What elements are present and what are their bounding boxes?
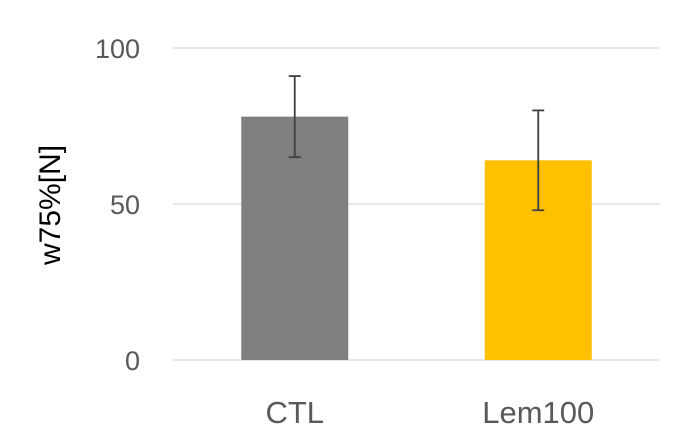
y-tick-label: 50: [110, 190, 140, 220]
x-axis-categories: CTL Lem100: [265, 395, 594, 430]
x-category-label: CTL: [265, 395, 324, 430]
error-bar-lem100: [532, 109, 545, 212]
error-bar-ctl: [288, 75, 301, 159]
y-tick-label: 100: [95, 34, 140, 64]
error-bars: [288, 75, 545, 212]
y-tick-label: 0: [125, 346, 140, 376]
x-category-label: Lem100: [482, 395, 594, 430]
y-axis-title: w75%[N]: [34, 145, 67, 266]
bars: [241, 116, 592, 360]
y-axis-ticks: 0 50 100: [95, 34, 140, 376]
